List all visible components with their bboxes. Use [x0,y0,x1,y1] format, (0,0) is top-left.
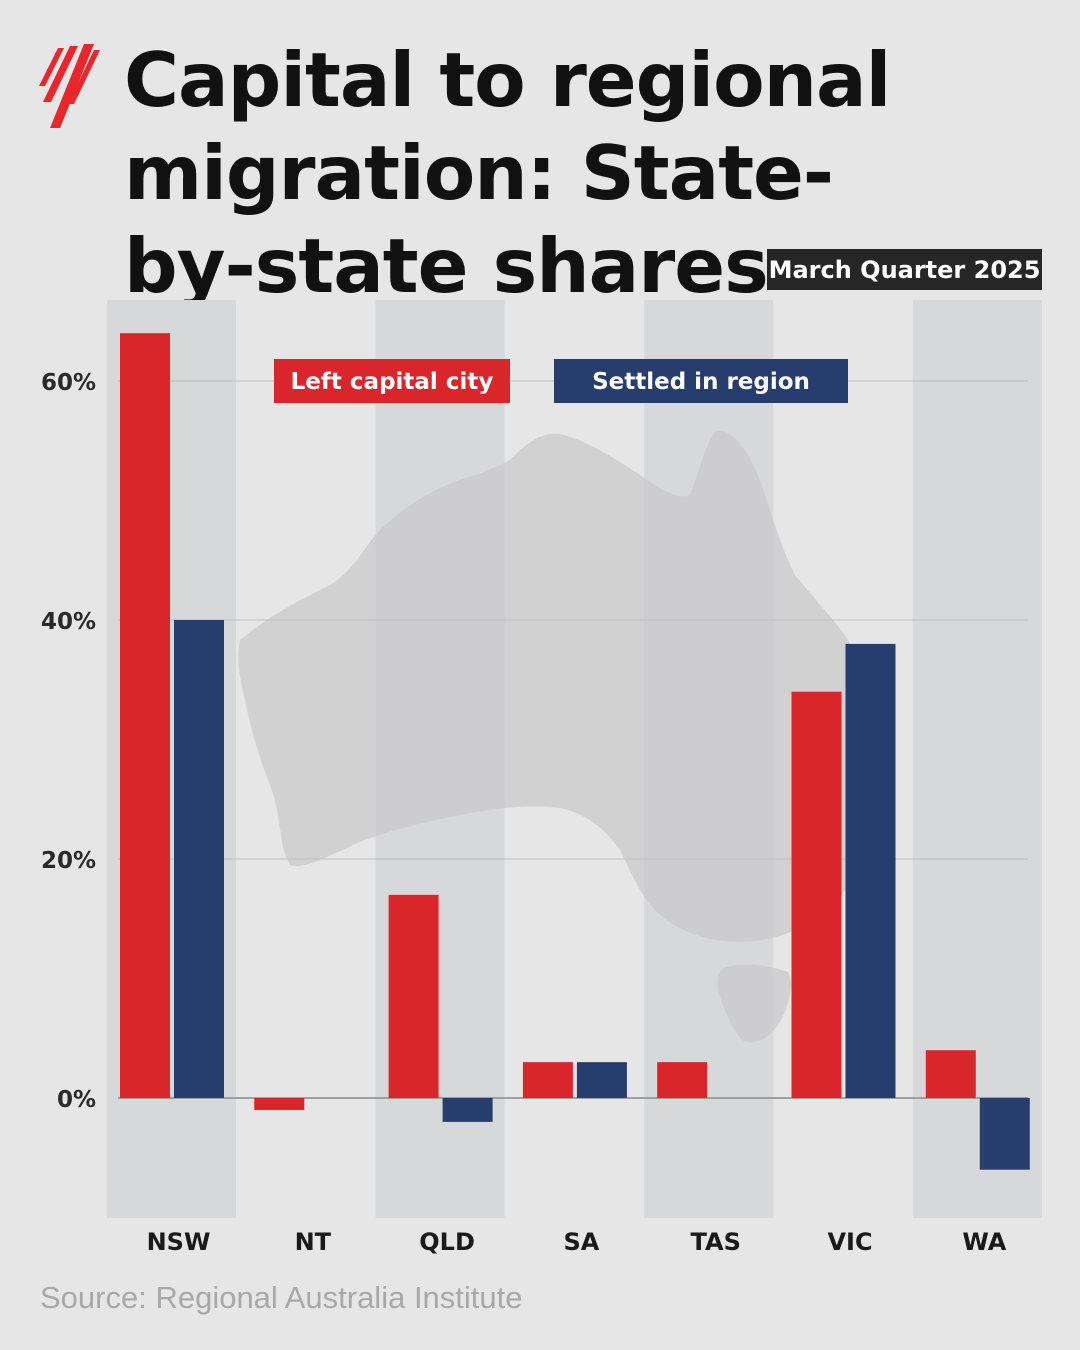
legend-label-left-capital: Left capital city [291,369,494,395]
bar-left-capital-nt [254,1098,305,1110]
legend: Left capital city Settled in region [274,359,848,403]
y-tick-label: 40% [41,609,96,635]
bar-left-capital-tas [657,1062,708,1098]
y-tick-label: 20% [41,848,96,874]
period-badge: March Quarter 2025 [767,249,1042,290]
bar-left-capital-vic [791,691,842,1098]
australia-map-silhouette [238,430,891,1043]
bar-settled-region-wa [979,1098,1030,1170]
bar-left-capital-qld [388,894,439,1098]
bar-left-capital-sa [522,1062,573,1098]
bar-settled-region-sa [576,1062,627,1098]
page-title: Capital to regional migration: State-by-… [124,36,891,310]
x-tick-label: VIC [827,1228,872,1256]
bar-settled-region-vic [845,643,896,1098]
x-tick-label: TAS [691,1228,741,1256]
x-tick-label: NSW [147,1228,211,1256]
legend-swatch-settled-region [554,359,848,403]
bar-settled-region-qld [442,1098,493,1122]
bar-left-capital-nsw [120,333,170,1098]
x-tick-label: WA [962,1228,1006,1256]
y-tick-label: 0% [57,1087,96,1113]
x-tick-label: NT [295,1228,332,1256]
y-tick-label: 60% [41,370,96,396]
bar-settled-region-nsw [174,620,224,1098]
source-note: Source: Regional Australia Institute [40,1280,523,1315]
x-tick-label: QLD [419,1228,475,1256]
bar-left-capital-wa [925,1050,976,1098]
logo-icon [39,44,100,128]
legend-label-settled-region: Settled in region [592,369,810,395]
legend-swatch-left-capital [274,359,510,403]
x-tick-label: SA [563,1228,599,1256]
